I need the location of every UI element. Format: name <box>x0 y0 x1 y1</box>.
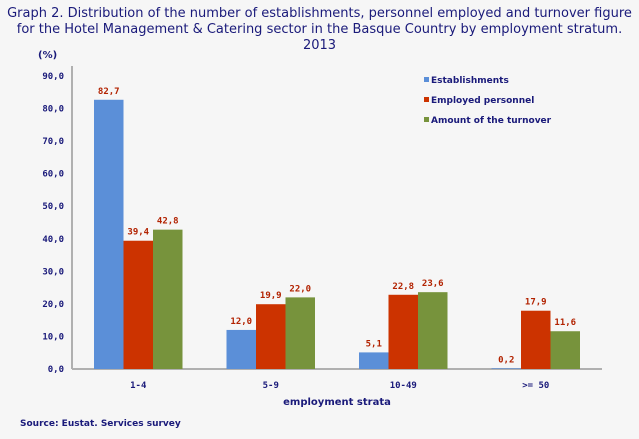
y-axis-label: (%) <box>38 50 58 61</box>
bar-establishments <box>359 352 389 369</box>
legend-swatch <box>424 97 429 102</box>
data-label: 5,1 <box>366 339 382 349</box>
source-note: Source: Eustat. Services survey <box>20 419 181 429</box>
data-label: 11,6 <box>554 318 576 328</box>
legend-label: Establishments <box>431 76 509 86</box>
bar-establishments <box>491 368 521 369</box>
data-label: 82,7 <box>98 87 120 97</box>
data-label: 12,0 <box>230 317 252 327</box>
chart-title: Graph 2. Distribution of the number of e… <box>7 6 632 53</box>
y-tick-label: 10,0 <box>42 332 64 342</box>
x-axis-label: employment strata <box>283 397 391 408</box>
legend-swatch <box>424 77 429 82</box>
bar-amount-of-the-turnover <box>418 292 448 369</box>
data-label: 22,8 <box>392 282 414 292</box>
x-tick-label: >= 50 <box>522 381 549 391</box>
legend-label: Employed personnel <box>431 96 534 106</box>
y-tick-label: 40,0 <box>42 235 64 245</box>
data-label: 42,8 <box>157 217 179 227</box>
bar-establishments <box>226 329 256 369</box>
bar-amount-of-the-turnover <box>550 331 580 369</box>
bar-employed-personnel <box>256 304 286 369</box>
legend-swatch <box>424 117 429 122</box>
bar-amount-of-the-turnover <box>153 229 183 369</box>
data-label: 19,9 <box>260 291 282 301</box>
y-tick-label: 90,0 <box>42 72 64 82</box>
y-tick-label: 30,0 <box>42 267 64 277</box>
x-tick-label: 5-9 <box>263 381 279 391</box>
legend-label: Amount of the turnover <box>431 116 552 126</box>
data-label: 0,2 <box>498 355 514 365</box>
data-label: 17,9 <box>525 298 547 308</box>
bar-employed-personnel <box>123 240 153 369</box>
bar-amount-of-the-turnover <box>285 297 315 369</box>
bar-employed-personnel <box>388 294 418 369</box>
bar-establishments <box>94 99 124 369</box>
y-tick-label: 80,0 <box>42 105 64 115</box>
x-tick-label: 10-49 <box>390 381 417 391</box>
y-tick-label: 50,0 <box>42 202 64 212</box>
y-tick-label: 20,0 <box>42 300 64 310</box>
bar-employed-personnel <box>521 310 551 369</box>
data-label: 23,6 <box>422 279 444 289</box>
y-tick-label: 60,0 <box>42 170 64 180</box>
y-tick-label: 70,0 <box>42 137 64 147</box>
data-label: 39,4 <box>127 228 149 238</box>
y-tick-label: 0,0 <box>48 365 64 375</box>
data-label: 22,0 <box>289 284 311 294</box>
x-tick-label: 1-4 <box>130 381 147 391</box>
